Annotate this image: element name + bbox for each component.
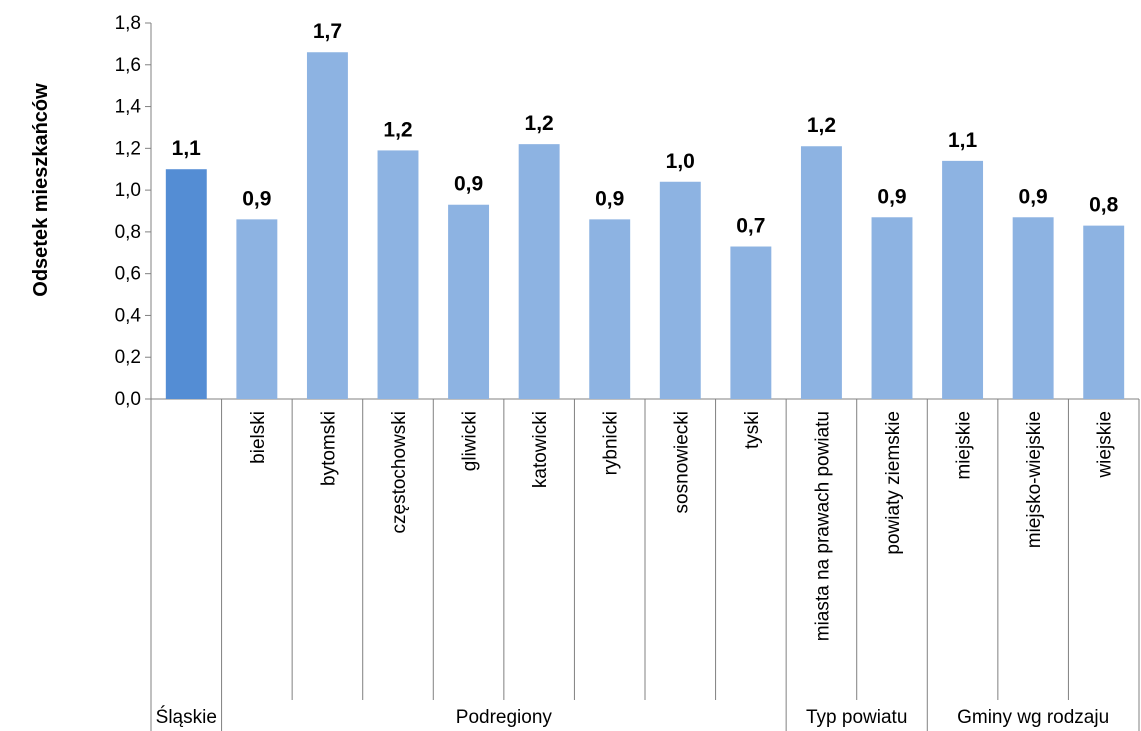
bar	[659, 181, 701, 399]
axes: 0,0 0,2 0,4 0,6 0,8 1,0 1,2 1,4 1,6 1,8	[115, 13, 1140, 731]
category-label: wiejskie	[1095, 411, 1116, 479]
y-tick-label: 0,0	[115, 389, 141, 410]
data-label: 0,8	[1089, 194, 1119, 217]
category-label: rybnicki	[601, 411, 622, 475]
data-label: 1,1	[948, 129, 978, 152]
category-label: katowicki	[530, 411, 551, 488]
category-label: miasta na prawach powiatu	[812, 411, 833, 641]
bar	[589, 219, 631, 399]
category-label: tyski	[742, 411, 763, 449]
bar	[942, 160, 984, 399]
bar	[730, 246, 772, 399]
group-label: Typ powiatu	[806, 707, 907, 728]
data-label: 1,7	[313, 20, 342, 43]
data-label: 0,9	[242, 187, 271, 210]
data-labels: 1,1 0,9 1,7 1,2 0,9 1,2 0,9 1,0 0,7 1,2 0,9 1,1 0,9 0…	[172, 20, 1119, 237]
y-tick-label: 1,8	[115, 13, 141, 34]
category-labels: bielski bytomski częstochowski gliwicki kato…	[248, 411, 1116, 641]
category-label: bielski	[248, 411, 269, 464]
y-tick-label: 0,2	[115, 347, 141, 368]
y-tick-label: 1,2	[115, 138, 141, 159]
bar	[518, 144, 560, 399]
category-label: sosnowiecki	[671, 411, 692, 513]
y-tick-label: 0,8	[115, 222, 141, 243]
bar	[165, 169, 207, 399]
data-label: 0,9	[595, 187, 624, 210]
data-label: 1,2	[383, 118, 412, 141]
y-axis-label: Odsetek mieszkańców	[30, 83, 52, 297]
bar	[1083, 225, 1125, 399]
data-label: 0,7	[736, 215, 765, 238]
category-label: gliwicki	[460, 411, 481, 471]
y-tick-label: 1,4	[115, 97, 142, 118]
category-label: bytomski	[318, 411, 339, 486]
y-tick-label: 0,4	[115, 305, 142, 326]
bar	[236, 219, 278, 399]
data-label: 1,2	[525, 112, 554, 135]
y-tick-label: 0,6	[115, 264, 141, 285]
y-tick-label: 1,6	[115, 55, 141, 76]
bar	[448, 204, 490, 399]
bar	[306, 52, 348, 399]
bar	[1012, 217, 1054, 399]
bar	[871, 217, 913, 399]
data-label: 0,9	[454, 173, 483, 196]
category-label: miejskie	[954, 411, 975, 480]
group-label: Gminy wg rodzaju	[957, 707, 1109, 728]
category-label: częstochowski	[389, 411, 410, 534]
group-label: Śląskie	[156, 706, 217, 728]
y-tick-label: 1,0	[115, 180, 141, 201]
data-label: 0,9	[1019, 185, 1048, 208]
bar	[800, 146, 842, 399]
data-label: 1,0	[666, 150, 695, 173]
group-label: Podregiony	[456, 707, 553, 728]
data-label: 1,2	[807, 114, 836, 137]
bars	[165, 52, 1125, 399]
category-label: powiaty ziemskie	[883, 411, 904, 555]
data-label: 1,1	[172, 137, 202, 160]
category-label: miejsko-wiejskie	[1024, 411, 1045, 548]
group-labels: Śląskie Podregiony Typ powiatu Gminy wg rod…	[156, 706, 1110, 728]
data-label: 0,9	[877, 185, 906, 208]
bar	[377, 150, 419, 399]
